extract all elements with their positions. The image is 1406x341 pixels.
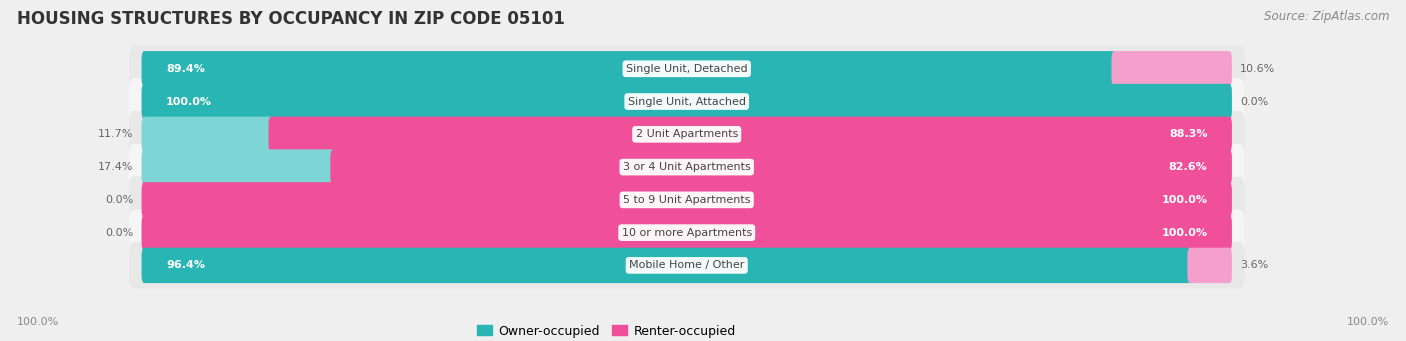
FancyBboxPatch shape: [142, 248, 1192, 283]
Text: Mobile Home / Other: Mobile Home / Other: [628, 261, 744, 270]
Text: Source: ZipAtlas.com: Source: ZipAtlas.com: [1264, 10, 1389, 23]
FancyBboxPatch shape: [142, 117, 274, 152]
FancyBboxPatch shape: [129, 111, 1244, 158]
Text: 0.0%: 0.0%: [105, 228, 134, 238]
Text: Single Unit, Attached: Single Unit, Attached: [627, 97, 745, 106]
Text: 0.0%: 0.0%: [105, 195, 134, 205]
Text: 10.6%: 10.6%: [1240, 64, 1275, 74]
Text: 88.3%: 88.3%: [1168, 129, 1208, 139]
Text: 96.4%: 96.4%: [166, 261, 205, 270]
Text: 100.0%: 100.0%: [1161, 228, 1208, 238]
FancyBboxPatch shape: [129, 209, 1244, 256]
Text: 5 to 9 Unit Apartments: 5 to 9 Unit Apartments: [623, 195, 751, 205]
FancyBboxPatch shape: [129, 144, 1244, 190]
FancyBboxPatch shape: [129, 177, 1244, 223]
Text: 100.0%: 100.0%: [1161, 195, 1208, 205]
FancyBboxPatch shape: [129, 78, 1244, 125]
Text: 100.0%: 100.0%: [1347, 317, 1389, 327]
Text: 82.6%: 82.6%: [1168, 162, 1208, 172]
Text: 3 or 4 Unit Apartments: 3 or 4 Unit Apartments: [623, 162, 751, 172]
FancyBboxPatch shape: [142, 51, 1116, 87]
FancyBboxPatch shape: [142, 215, 1232, 250]
FancyBboxPatch shape: [142, 182, 1232, 218]
Text: 100.0%: 100.0%: [166, 97, 212, 106]
FancyBboxPatch shape: [129, 242, 1244, 289]
Text: 2 Unit Apartments: 2 Unit Apartments: [636, 129, 738, 139]
Text: 3.6%: 3.6%: [1240, 261, 1268, 270]
Text: HOUSING STRUCTURES BY OCCUPANCY IN ZIP CODE 05101: HOUSING STRUCTURES BY OCCUPANCY IN ZIP C…: [17, 10, 565, 28]
FancyBboxPatch shape: [142, 84, 1232, 119]
Text: 100.0%: 100.0%: [17, 317, 59, 327]
FancyBboxPatch shape: [1112, 51, 1232, 87]
FancyBboxPatch shape: [330, 149, 1232, 185]
Legend: Owner-occupied, Renter-occupied: Owner-occupied, Renter-occupied: [472, 320, 741, 341]
Text: 11.7%: 11.7%: [98, 129, 134, 139]
Text: 17.4%: 17.4%: [98, 162, 134, 172]
Text: Single Unit, Detached: Single Unit, Detached: [626, 64, 748, 74]
FancyBboxPatch shape: [269, 117, 1232, 152]
Text: 89.4%: 89.4%: [166, 64, 205, 74]
FancyBboxPatch shape: [1188, 248, 1232, 283]
FancyBboxPatch shape: [142, 149, 336, 185]
Text: 0.0%: 0.0%: [1240, 97, 1268, 106]
Text: 10 or more Apartments: 10 or more Apartments: [621, 228, 752, 238]
FancyBboxPatch shape: [129, 45, 1244, 92]
